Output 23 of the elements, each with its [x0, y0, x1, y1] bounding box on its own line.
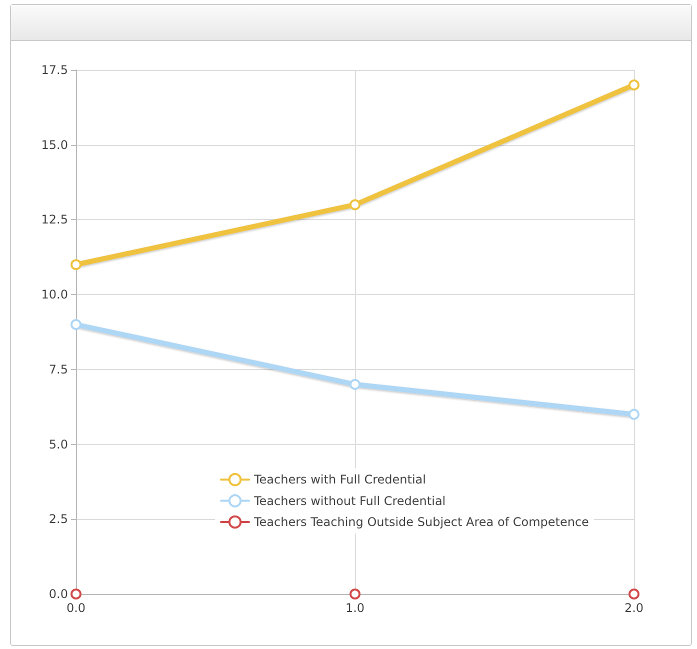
- y-tick-label: 12.5: [41, 212, 68, 227]
- point: [350, 378, 360, 390]
- point: [350, 199, 360, 210]
- y-tick-label: 15.0: [41, 138, 68, 152]
- point: [70, 259, 82, 270]
- point: [350, 588, 360, 600]
- y-tick-label: 17.5: [41, 63, 68, 77]
- point: [628, 588, 640, 600]
- x-tick-label: 0.0: [66, 601, 86, 615]
- y-tick-label: 10.0: [41, 288, 68, 302]
- point: [628, 79, 640, 90]
- point: [70, 588, 82, 600]
- point: [70, 319, 82, 330]
- y-tick-label: 5.0: [48, 437, 68, 452]
- point: [628, 408, 640, 420]
- x-tick-label: 1.0: [345, 601, 365, 615]
- y-tick-label: 7.5: [48, 362, 68, 376]
- x-tick-label: 2.0: [624, 601, 644, 615]
- y-tick-label: 0.0: [48, 587, 68, 601]
- legend-label: Teachers with Full Credential: [253, 472, 426, 487]
- legend-label: Teachers Teaching Outside Subject Area of Competence: [253, 515, 589, 529]
- legend-label: Teachers without Full Credential: [253, 494, 446, 508]
- y-tick-label: 2.5: [48, 512, 68, 526]
